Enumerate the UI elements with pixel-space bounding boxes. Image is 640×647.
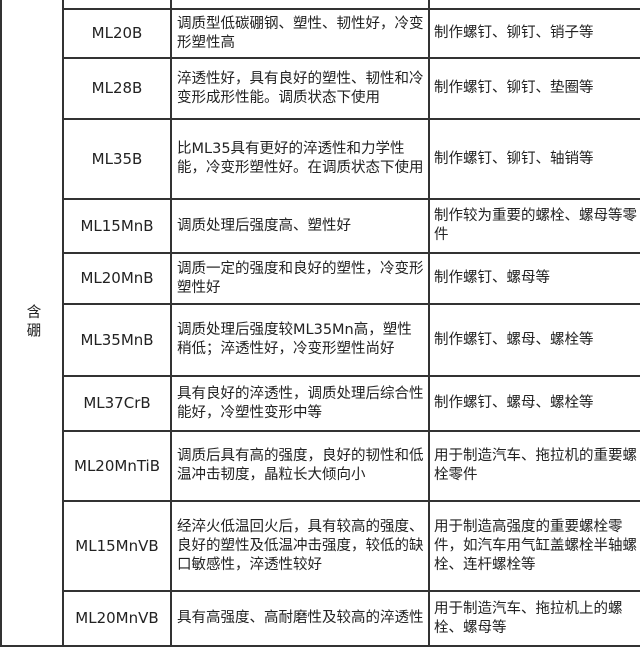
properties-cell: 调质处理后强度较ML35Mn高，塑性稍低；淬透性好，冷变形塑性尚好 xyxy=(170,303,430,377)
table-row: ML20MnTiB 调质后具有高的强度，良好的韧性和低温冲击韧度，晶粒长大倾向小用… xyxy=(1,430,640,502)
properties-cell: 调质型低碳硼钢、塑性、韧性好，冷变形塑性高 xyxy=(170,8,430,59)
grade-cell: ML20B xyxy=(62,8,172,59)
properties-cell xyxy=(170,0,430,10)
uses-cell: 制作螺钉、铆钉、销子等 xyxy=(428,8,640,59)
table-row: ML20MnB 调质一定的强度和良好的塑性，冷变形塑性好 制作螺钉、螺母等 xyxy=(1,252,640,305)
properties-cell: 调质后具有高的强度，良好的韧性和低温冲击韧度，晶粒长大倾向小 xyxy=(170,430,430,502)
table-row: ML20B 调质型低碳硼钢、塑性、韧性好，冷变形塑性高 制作螺钉、铆钉、销子等 xyxy=(1,8,640,59)
table-row: ML15MnB 调质处理后强度高、塑性好 制作较为重要的螺栓、螺母等零件 xyxy=(1,198,640,254)
properties-cell: 经淬火低温回火后，具有较高的强度、良好的塑性及低温冲击强度，较低的缺口敏感性，淬… xyxy=(170,500,430,592)
grade-cell: ML15MnB xyxy=(62,198,172,254)
table-row: ML28B 淬透性好，具有良好的塑性、韧性和冷变形成形性能。调质状态下使用 制作螺钉… xyxy=(1,57,640,120)
group-cell: 含硼 xyxy=(0,0,64,647)
uses-cell xyxy=(428,0,640,10)
grade-cell: ML20MnVB xyxy=(62,590,172,647)
uses-cell: 制作螺钉、螺母、螺栓等 xyxy=(428,375,640,432)
grade-cell: ML20MnB xyxy=(62,252,172,305)
properties-cell: 具有良好的淬透性，调质处理后综合性能好，冷塑性变形中等 xyxy=(170,375,430,432)
grade-cell: ML35MnB xyxy=(62,303,172,377)
table-row: ML37CrB 具有良好的淬透性，调质处理后综合性能好，冷塑性变形中等 制作螺钉、螺… xyxy=(1,375,640,432)
properties-cell: 比ML35具有更好的淬透性和力学性能，冷变形塑性好。在调质状态下使用 xyxy=(170,118,430,200)
table-row: ML35MnB 调质处理后强度较ML35Mn高，塑性稍低；淬透性好，冷变形塑性尚好… xyxy=(1,303,640,377)
table-row: ML15MnVB 经淬火低温回火后，具有较高的强度、良好的塑性及低温冲击强度，较低… xyxy=(1,500,640,592)
grade-cell: ML15MnVB xyxy=(62,500,172,592)
uses-cell: 制作螺钉、铆钉、垫圈等 xyxy=(428,57,640,120)
grade-cell: ML37CrB xyxy=(62,375,172,432)
table-row: ML20MnVB 具有高强度、高耐磨性及较高的淬透性 用于制造汽车、拖拉机上的螺栓、… xyxy=(1,590,640,647)
uses-cell: 用于制造汽车、拖拉机的重要螺栓零件 xyxy=(428,430,640,502)
properties-cell: 调质一定的强度和良好的塑性，冷变形塑性好 xyxy=(170,252,430,305)
uses-cell: 制作螺钉、螺母、螺栓等 xyxy=(428,303,640,377)
table-row: ML35B 比ML35具有更好的淬透性和力学性能，冷变形塑性好。在调质状态下使用制… xyxy=(1,118,640,200)
grade-cell: ML28B xyxy=(62,57,172,120)
uses-cell: 制作螺钉、螺母等 xyxy=(428,252,640,305)
properties-cell: 具有高强度、高耐磨性及较高的淬透性 xyxy=(170,590,430,647)
properties-cell: 调质处理后强度高、塑性好 xyxy=(170,198,430,254)
grade-cell: ML20MnTiB xyxy=(62,430,172,502)
properties-cell: 淬透性好，具有良好的塑性、韧性和冷变形成形性能。调质状态下使用 xyxy=(170,57,430,120)
grade-cell xyxy=(62,0,172,10)
uses-cell: 用于制造汽车、拖拉机上的螺栓、螺母等 xyxy=(428,590,640,647)
uses-cell: 制作较为重要的螺栓、螺母等零件 xyxy=(428,198,640,254)
uses-cell: 用于制造高强度的重要螺栓零件，如汽车用气缸盖螺栓半轴螺栓、连杆螺栓等 xyxy=(428,500,640,592)
grade-cell: ML35B xyxy=(62,118,172,200)
uses-cell: 制作螺钉、铆钉、轴销等 xyxy=(428,118,640,200)
